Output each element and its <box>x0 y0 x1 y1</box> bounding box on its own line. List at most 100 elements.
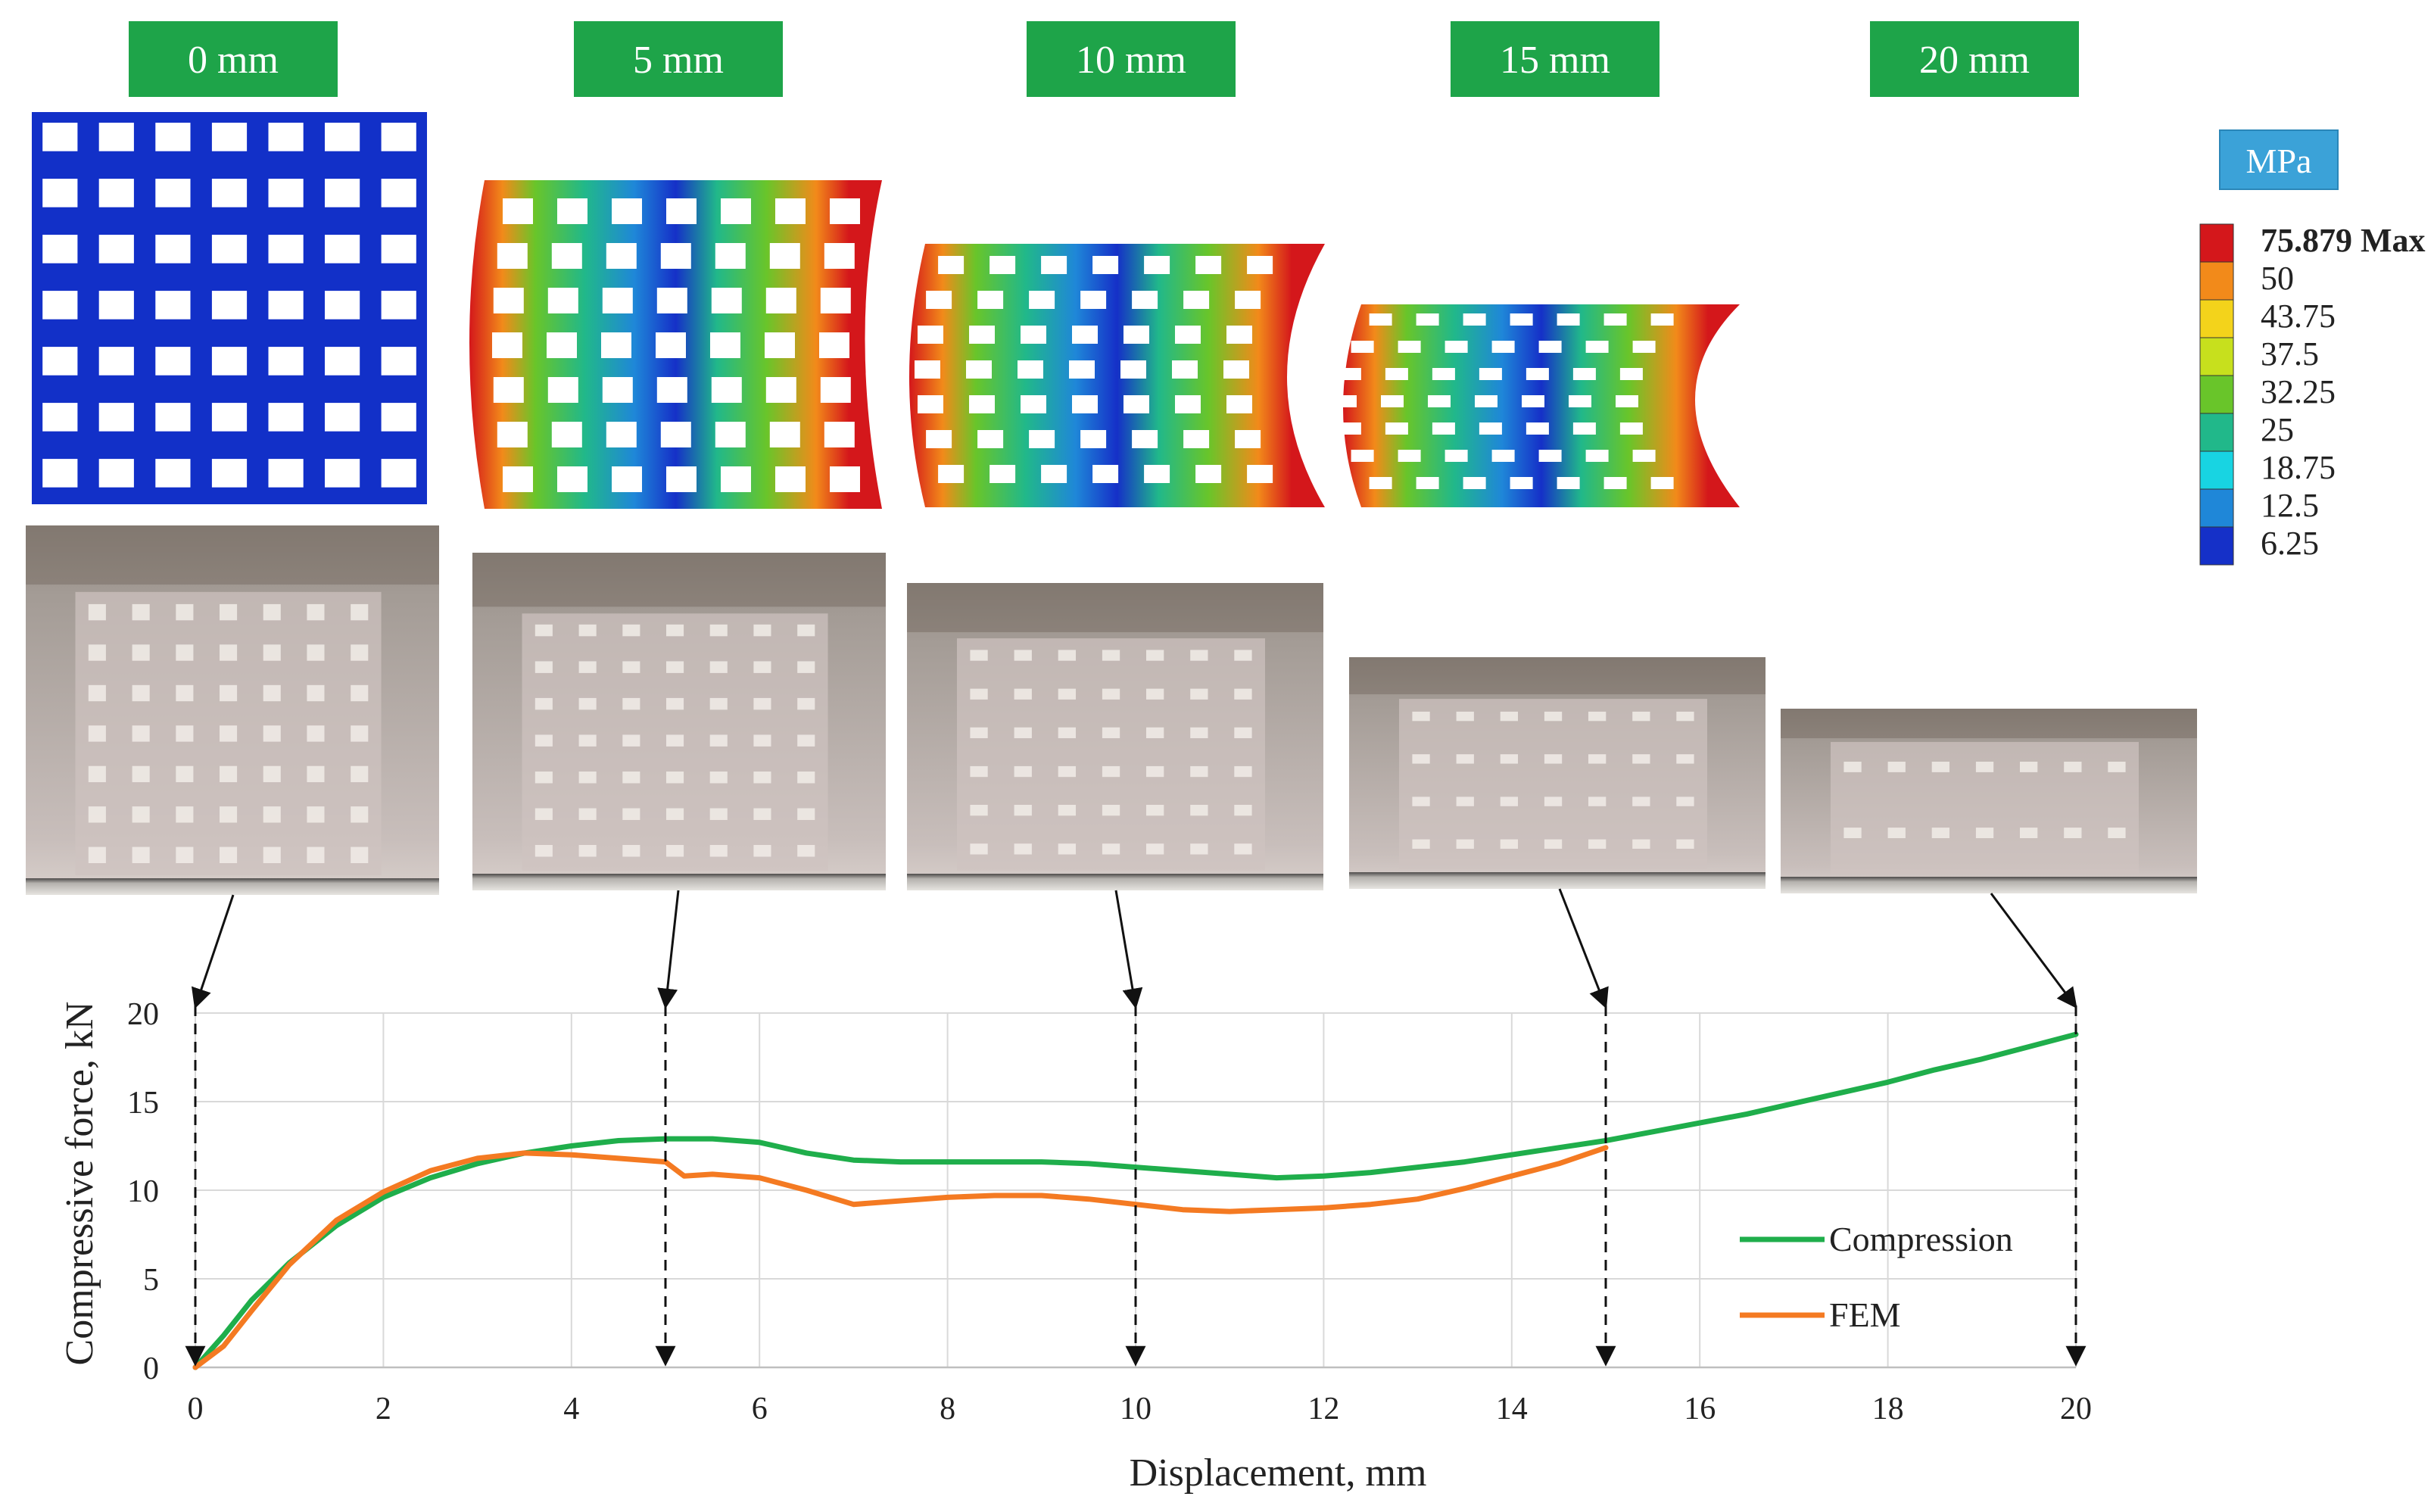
photo-0 <box>26 525 439 895</box>
mesh-cell <box>211 235 248 263</box>
photo-4 <box>1781 709 2197 893</box>
mesh-cell <box>1132 291 1158 309</box>
stage-label-box <box>129 21 338 97</box>
mesh-cell <box>1092 465 1119 483</box>
mesh-cell <box>155 179 191 207</box>
mesh-cell <box>547 332 577 358</box>
mesh-cell <box>42 235 78 263</box>
photo-hole <box>1544 711 1563 722</box>
mesh-cell <box>42 123 78 151</box>
mesh-cell <box>42 347 78 376</box>
mesh-cell <box>765 377 796 403</box>
photo-hole <box>1500 711 1518 722</box>
mesh-cell <box>1569 395 1591 407</box>
stage-label-1: 5 mm <box>574 21 783 97</box>
photo-hole <box>1588 711 1607 722</box>
photo-hole <box>1058 843 1076 855</box>
photo-hole <box>970 843 988 855</box>
photo-hole <box>1102 727 1120 738</box>
mesh-cell <box>325 403 360 432</box>
photo-hole <box>307 725 325 742</box>
stress-legend-level: 32.25 <box>2261 373 2336 410</box>
photo-hole <box>578 734 597 747</box>
photo-hole <box>666 734 684 747</box>
photo-hole <box>1676 711 1694 722</box>
x-tick-label: 2 <box>376 1392 391 1426</box>
photo-hole <box>753 845 771 857</box>
stress-legend-swatch <box>2199 413 2234 452</box>
mesh-cell <box>1398 341 1421 353</box>
photo-hole <box>1146 805 1164 816</box>
photo-hole <box>622 661 640 673</box>
photo-hole <box>1190 805 1208 816</box>
photo-hole <box>132 603 150 621</box>
photo-hole <box>1544 839 1563 849</box>
photo-hole <box>307 684 325 702</box>
photo-hole <box>351 684 369 702</box>
photo-hole <box>1190 765 1208 778</box>
photo-hole <box>797 808 815 820</box>
mesh-cell <box>497 422 528 447</box>
stage-label-text: 20 mm <box>1919 39 2030 82</box>
photo-hole <box>176 684 194 702</box>
stress-legend-swatch <box>2199 375 2234 414</box>
mesh-cell <box>666 198 697 224</box>
x-tick-label: 16 <box>1684 1392 1716 1426</box>
photo-hole <box>622 808 640 820</box>
mesh-cell <box>775 198 806 224</box>
photo-hole <box>1676 754 1694 764</box>
photo-hole <box>132 806 150 823</box>
photo-hole <box>263 765 281 783</box>
photo-hole <box>176 765 194 783</box>
photo-hole <box>709 772 728 784</box>
stress-legend-swatch <box>2199 526 2234 566</box>
stage-label-4: 20 mm <box>1870 21 2079 97</box>
mesh-cell <box>666 466 697 492</box>
photo-hole <box>88 603 106 621</box>
mesh-cell <box>819 332 849 358</box>
photo-hole <box>307 846 325 863</box>
mesh-cell <box>656 288 687 313</box>
mesh-cell <box>1195 465 1222 483</box>
photo-hole <box>351 603 369 621</box>
mesh-cell <box>325 459 360 488</box>
stage-label-box <box>574 21 783 97</box>
mesh-cell <box>1183 430 1210 448</box>
mesh-cell <box>1463 477 1486 489</box>
mesh-cell <box>1120 360 1146 379</box>
stage-label-text: 15 mm <box>1500 39 1610 82</box>
photo-hole <box>797 772 815 784</box>
mesh-cell <box>656 377 687 403</box>
photo-hole <box>220 684 238 702</box>
photo-hole <box>753 697 771 710</box>
x-tick-label: 8 <box>940 1392 955 1426</box>
photo-hole <box>1588 839 1607 849</box>
photo-hole <box>622 697 640 710</box>
mesh-cell <box>325 347 360 376</box>
photo-hole <box>709 845 728 857</box>
photo-hole <box>622 772 640 784</box>
photo-hole <box>1102 650 1120 661</box>
photo-hole <box>1234 650 1252 661</box>
photo-hole <box>263 684 281 702</box>
mesh-cell <box>98 403 134 432</box>
photo-hole <box>1190 688 1208 700</box>
mesh-cell <box>989 256 1016 274</box>
photo-hole <box>88 806 106 823</box>
mesh-cell <box>824 422 855 447</box>
photo-specimen <box>957 638 1265 871</box>
photo-hole <box>753 734 771 747</box>
photo-lower-plate <box>1349 872 1766 889</box>
mesh-cell <box>155 347 191 376</box>
force-displacement-chart: 0 2 4 6 8 10 12 14 16 18 20 0 5 10 15 20 Displacement, … <box>58 997 2092 1495</box>
photo-hole <box>220 725 238 742</box>
photo-hole <box>1234 805 1252 816</box>
photo-hole <box>1500 797 1518 806</box>
mesh-cell <box>1069 360 1095 379</box>
photo-hole <box>709 697 728 710</box>
photo-hole <box>1234 843 1252 855</box>
mesh-cell <box>830 466 860 492</box>
mesh-cell <box>1124 395 1149 413</box>
photo-hole <box>1014 688 1032 700</box>
